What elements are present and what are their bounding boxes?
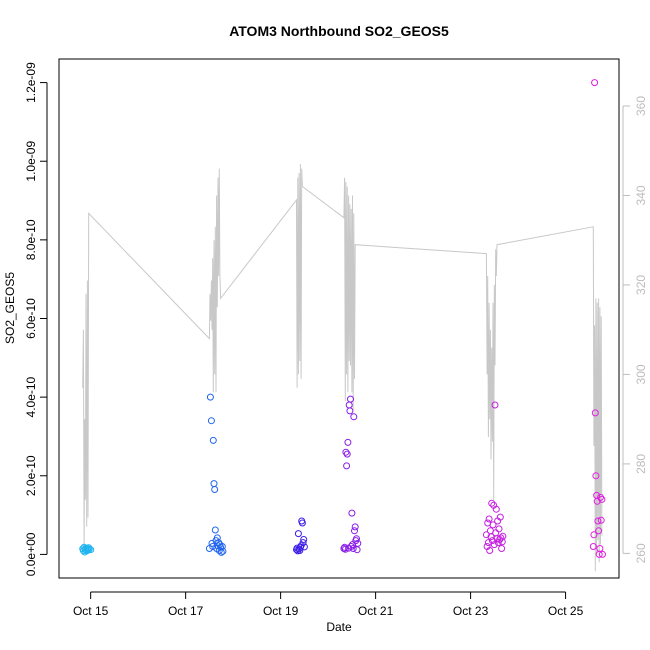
x-tick-label: Oct 23 [453, 604, 489, 618]
y2-tick-label: 320 [634, 275, 648, 295]
data-point-flight-4 [353, 535, 360, 543]
data-point-flight-4 [344, 438, 352, 446]
chart-title: ATOM3 Northbound SO2_GEOS5 [229, 23, 449, 39]
data-point-flight-3 [296, 547, 304, 554]
data-point-flight-6 [590, 531, 598, 539]
x-tick-label: Oct 15 [73, 604, 109, 618]
data-point-flight-4 [345, 401, 353, 409]
y2-tick-label: 260 [634, 543, 648, 563]
data-point-flight-5 [488, 537, 496, 545]
data-point-flight-4 [349, 545, 357, 552]
data-point-flight-2 [209, 436, 217, 444]
data-point-flight-2 [206, 393, 214, 401]
data-point-flight-4 [351, 527, 358, 535]
data-point-flight-4 [347, 395, 354, 403]
data-point-flight-5 [489, 521, 497, 529]
data-point-flight-4 [342, 448, 350, 456]
x-tick-label: Oct 19 [263, 604, 299, 618]
y-tick-label: 6.0e-10 [24, 298, 38, 339]
data-point-flight-4 [348, 509, 356, 517]
data-point-flight-5 [492, 529, 500, 537]
data-point-flight-4 [343, 462, 351, 470]
data-point-flight-6 [589, 543, 597, 550]
data-point-flight-6 [596, 545, 604, 552]
y2-tick-label: 300 [634, 364, 648, 384]
y-tick-label: 0.0e+00 [24, 532, 38, 576]
data-point-flight-4 [351, 523, 359, 531]
data-point-flight-2 [219, 547, 227, 555]
series-line [82, 164, 603, 572]
data-point-flight-4 [353, 546, 361, 554]
data-point-flight-5 [482, 531, 490, 539]
point-layer [79, 79, 606, 558]
x-tick-label: Oct 25 [548, 604, 584, 618]
data-point-flight-2 [213, 534, 221, 542]
data-point-flight-4 [347, 543, 355, 550]
data-point-flight-5 [484, 539, 492, 547]
y-tick-label: 2.0e-10 [24, 455, 38, 496]
data-point-flight-3 [300, 543, 308, 551]
data-point-flight-6 [594, 517, 602, 525]
data-point-flight-5 [498, 545, 506, 552]
data-point-flight-5 [486, 547, 494, 554]
data-point-flight-2 [210, 480, 218, 488]
data-point-flight-5 [487, 533, 495, 541]
data-point-flight-3 [300, 536, 308, 543]
y2-tick-label: 360 [634, 96, 648, 116]
data-point-flight-4 [341, 545, 349, 553]
data-point-flight-5 [497, 534, 505, 542]
data-point-flight-4 [340, 545, 348, 552]
plot-frame [58, 58, 620, 579]
data-point-flight-2 [209, 543, 217, 550]
data-point-flight-6 [595, 527, 603, 535]
data-point-flight-2 [211, 526, 219, 534]
data-point-flight-5 [492, 505, 500, 513]
data-point-flight-2 [218, 543, 226, 550]
y2-tick-label: 280 [634, 454, 648, 474]
data-point-flight-6 [597, 493, 604, 501]
data-point-flight-6 [598, 495, 606, 503]
data-point-flight-6 [597, 516, 605, 524]
y-tick-label: 1.0e-09 [24, 141, 38, 182]
data-point-flight-4 [350, 413, 358, 421]
data-point-flight-6 [591, 79, 599, 87]
data-point-flight-2 [215, 539, 223, 547]
data-point-flight-6 [592, 472, 600, 480]
data-point-flight-3 [294, 530, 302, 538]
data-point-flight-1 [87, 546, 95, 554]
data-point-flight-5 [496, 513, 504, 521]
data-point-flight-4 [346, 407, 354, 415]
y-axis-label: SO2_GEOS5 [3, 272, 17, 344]
data-point-flight-5 [495, 525, 503, 533]
data-point-flight-6 [599, 550, 606, 558]
axis-layer: Oct 15 Oct 17 Oct 19 Oct 21 Oct 23 Oct 25 0.0e… [24, 62, 648, 618]
data-point-flight-4 [343, 450, 351, 458]
data-point-flight-5 [491, 401, 499, 409]
data-point-flight-6 [591, 409, 599, 417]
data-point-flight-2 [211, 486, 219, 493]
y2-tick-label: 340 [634, 185, 648, 205]
x-tick-label: Oct 17 [168, 604, 204, 618]
y-tick-label: 4.0e-10 [24, 376, 38, 417]
data-point-flight-3 [299, 539, 307, 547]
data-point-flight-3 [298, 519, 306, 527]
y-tick-label: 1.2e-09 [24, 62, 38, 103]
line-layer [82, 164, 603, 572]
data-point-flight-5 [488, 499, 496, 507]
data-point-flight-4 [354, 539, 362, 547]
data-point-flight-5 [485, 515, 493, 523]
x-tick-label: Oct 21 [358, 604, 394, 618]
data-point-flight-5 [499, 532, 507, 540]
x-axis-label: Date [326, 620, 352, 634]
data-point-flight-5 [490, 541, 498, 549]
y-tick-label: 8.0e-10 [24, 219, 38, 260]
data-point-flight-2 [207, 417, 215, 425]
